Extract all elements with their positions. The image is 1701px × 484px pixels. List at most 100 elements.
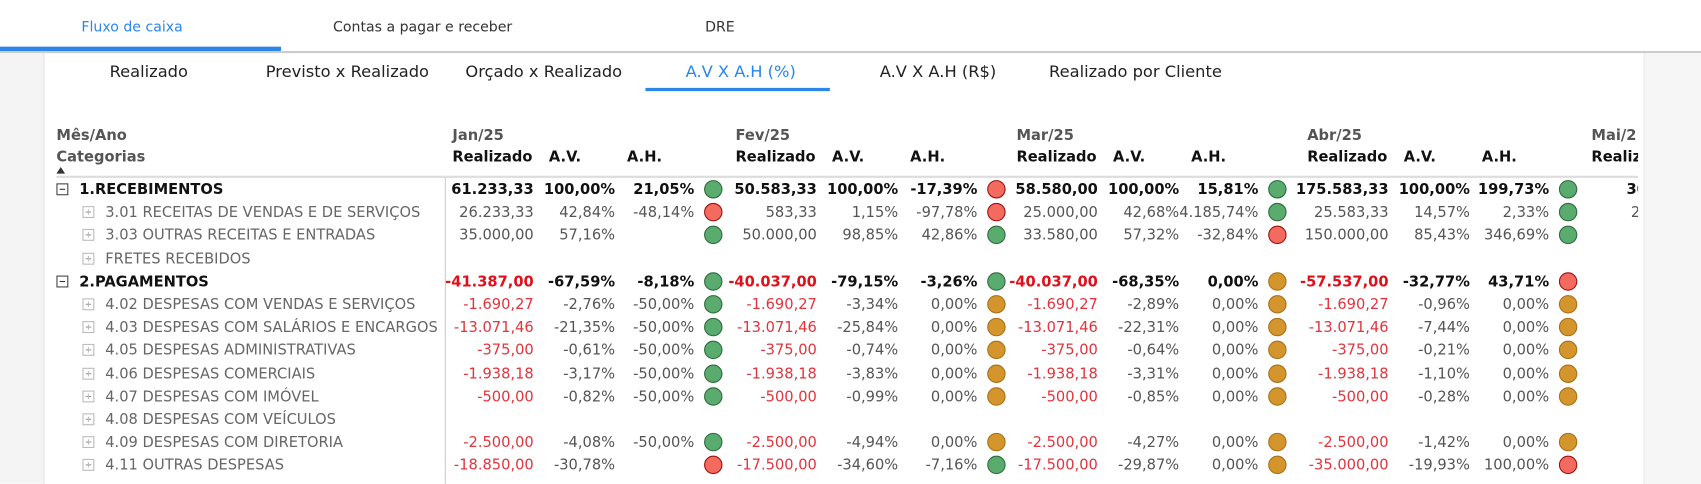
realizado-value: -1.690,27 [1027, 296, 1098, 314]
realizado-value: - [1553, 342, 1638, 359]
ah-value: 0,00% [930, 296, 978, 314]
expand-icon[interactable] [82, 321, 95, 334]
expand-icon[interactable] [82, 252, 95, 265]
table-row: 4.11 OUTRAS DESPESAS -18.850,00 -30,78% -17… [43, 455, 1638, 478]
status-red-icon [1558, 456, 1578, 475]
realizado-value: -33 [1553, 411, 1638, 428]
column-header-ah[interactable]: A.H. [910, 148, 946, 166]
expand-icon[interactable] [82, 367, 95, 380]
realizado-value: -1.938,18 [463, 365, 534, 383]
av-value: -0,28% [1418, 388, 1470, 406]
column-header-realizado[interactable]: Realizado [1307, 148, 1388, 166]
realizado-value: -500,00 [1332, 388, 1389, 406]
subtab-previsto-x-realizado[interactable]: Previsto x Realizado [265, 61, 429, 82]
status-red-icon [704, 456, 723, 475]
expand-icon[interactable] [82, 206, 95, 219]
realizado-value: -2.500,00 [1318, 434, 1389, 452]
column-header-ah[interactable]: A.H. [1191, 148, 1227, 166]
realizado-value: -35.000,00 [1308, 457, 1389, 475]
table-row: 4.05 DESPESAS ADMINISTRATIVAS -375,00 -0,6… [43, 340, 1638, 363]
column-header-av[interactable]: A.V. [832, 148, 865, 166]
av-value: -2,76% [563, 296, 616, 314]
row-category: 4.09 DESPESAS COM DIRETORIA [56, 434, 343, 451]
expand-icon[interactable] [82, 413, 95, 426]
realizado-value: 583,33 [765, 204, 817, 222]
tab-dre[interactable]: DRE [705, 19, 735, 36]
column-header-realizado[interactable]: Realiz [1591, 148, 1639, 166]
tab-contas-a-pagar-e-receber[interactable]: Contas a pagar e receber [333, 19, 513, 36]
av-value: -7,44% [1418, 319, 1470, 337]
realizado-value: -57.537,00 [1300, 273, 1389, 291]
realizado-value: 30.88 [1626, 181, 1638, 199]
status-orange-icon [1558, 318, 1578, 337]
status-red-icon [987, 180, 1006, 199]
subtab-realizado-por-cliente[interactable]: Realizado por Cliente [1049, 61, 1222, 82]
column-header-av[interactable]: A.V. [1113, 148, 1146, 166]
realizado-value: -18.850,00 [453, 457, 534, 475]
collapse-icon[interactable] [56, 183, 69, 196]
realizado-value: -1.690,27 [746, 296, 817, 314]
subtab-realizado[interactable]: Realizado [109, 61, 188, 82]
ah-value: 43,71% [1488, 273, 1550, 291]
status-green-icon [1558, 226, 1578, 245]
row-category: 4.08 DESPESAS COM VEÍCULOS [56, 411, 336, 429]
ah-value: 0,00% [930, 365, 978, 383]
av-value: 57,16% [559, 227, 616, 245]
subtab-orcado-x-realizado[interactable]: Orçado x Realizado [465, 61, 623, 82]
ah-value: 42,86% [921, 227, 978, 245]
expand-icon[interactable] [82, 459, 95, 472]
table-row: 4.02 DESPESAS COM VENDAS E SERVIÇOS -1.69… [43, 294, 1638, 317]
row-header-categorias[interactable]: Categorias [56, 148, 146, 166]
av-value: -0,74% [846, 342, 899, 360]
category-label: 4.09 DESPESAS COM DIRETORIA [105, 434, 344, 452]
subtab-av-x-ah-percent[interactable]: A.V X A.H (%) [685, 61, 796, 82]
table-row: 3.03 OUTRAS RECEITAS E ENTRADAS 35.000,00… [43, 225, 1638, 248]
ah-value: -50,00% [633, 342, 695, 360]
matrix-table: Mês/Ano Categorias Jan/25 Realizado A.V. A.… [43, 108, 1639, 484]
av-value: -2,89% [1127, 296, 1180, 314]
category-label: 4.06 DESPESAS COMERCIAIS [105, 365, 316, 383]
av-value: -0,82% [563, 388, 616, 406]
ah-value: -50,00% [633, 296, 695, 314]
column-header-realizado[interactable]: Realizado [735, 148, 816, 166]
status-green-icon [987, 272, 1006, 291]
realizado-value: -13 [1553, 319, 1638, 336]
expand-icon[interactable] [82, 390, 95, 403]
column-header-realizado[interactable]: Realizado [452, 148, 533, 166]
right-gutter [1643, 53, 1701, 484]
column-header-realizado[interactable]: Realizado [1016, 148, 1097, 166]
ah-value: 4.185,74% [1179, 204, 1259, 222]
av-value: -1,42% [1418, 434, 1470, 452]
av-value: 1,15% [851, 204, 899, 222]
status-orange-icon [987, 387, 1006, 406]
tab-fluxo-de-caixa[interactable]: Fluxo de caixa [81, 19, 183, 36]
expand-icon[interactable] [82, 229, 95, 242]
status-green-icon [704, 364, 723, 383]
row-category: 4.07 DESPESAS COM IMÓVEL [56, 388, 319, 406]
realizado-value: - [1553, 388, 1638, 405]
av-value: -3,83% [846, 365, 899, 383]
realizado-value: -17.500,00 [737, 457, 817, 475]
sort-ascending-icon[interactable] [56, 167, 66, 174]
realizado-value: 50.000,00 [742, 227, 817, 245]
status-orange-icon [987, 433, 1006, 452]
expand-icon[interactable] [82, 436, 95, 449]
column-header-ah[interactable]: A.H. [627, 148, 663, 166]
status-orange-icon [987, 318, 1006, 337]
expand-icon[interactable] [82, 298, 95, 311]
ah-value: -50,00% [633, 319, 695, 337]
month-header: Abr/25 [1307, 126, 1362, 145]
collapse-icon[interactable] [56, 275, 69, 288]
ah-value: 100,00% [1483, 457, 1550, 475]
column-header-av[interactable]: A.V. [1403, 148, 1436, 166]
subtab-av-x-ah-reais[interactable]: A.V X A.H (R$) [879, 61, 997, 82]
ah-value: 2,33% [1502, 204, 1550, 222]
expand-icon[interactable] [82, 344, 95, 357]
left-gutter [0, 53, 45, 484]
category-label: 4.08 DESPESAS COM VEÍCULOS [105, 411, 336, 429]
realizado-value: -375,00 [1332, 342, 1389, 360]
column-header-ah[interactable]: A.H. [1481, 148, 1517, 166]
column-header-av[interactable]: A.V. [548, 148, 582, 166]
ah-value: 0,00% [930, 319, 978, 337]
